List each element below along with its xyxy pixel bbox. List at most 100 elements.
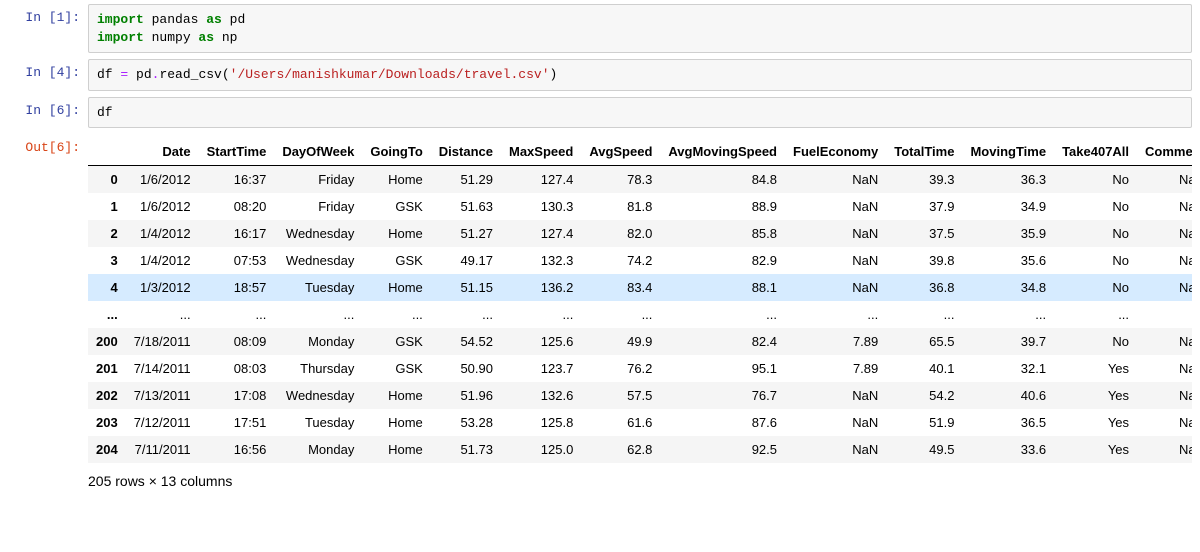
cell: 81.8: [581, 193, 660, 220]
cell: NaN: [785, 382, 886, 409]
cell: 34.8: [962, 274, 1054, 301]
cell: 51.63: [431, 193, 501, 220]
cell: 39.8: [886, 247, 962, 274]
cell: Yes: [1054, 382, 1137, 409]
row-index: ...: [88, 301, 126, 328]
code-input-3[interactable]: df: [88, 97, 1192, 129]
code-input-2[interactable]: df = pd.read_csv('/Users/manishkumar/Dow…: [88, 59, 1192, 91]
row-index: 200: [88, 328, 126, 355]
in-prompt-3: In [6]:: [8, 97, 88, 118]
dataframe-shape-text: 205 rows × 13 columns: [88, 473, 1192, 489]
cell: 125.6: [501, 328, 581, 355]
code-cell-3: In [6]: df: [8, 97, 1192, 129]
output-area: DateStartTimeDayOfWeekGoingToDistanceMax…: [88, 134, 1192, 493]
cell: 127.4: [501, 220, 581, 247]
cell: 88.9: [660, 193, 785, 220]
cell: 17:08: [199, 382, 275, 409]
cell: 136.2: [501, 274, 581, 301]
cell: No: [1054, 220, 1137, 247]
code-cell-1: In [1]: import pandas as pd import numpy…: [8, 4, 1192, 53]
row-index: 202: [88, 382, 126, 409]
cell: NaN: [1137, 166, 1192, 194]
cell: 49.17: [431, 247, 501, 274]
code-input-1[interactable]: import pandas as pd import numpy as np: [88, 4, 1192, 53]
cell: GSK: [362, 355, 430, 382]
cell: 54.2: [886, 382, 962, 409]
cell: No: [1054, 274, 1137, 301]
cell: No: [1054, 166, 1137, 194]
cell: 07:53: [199, 247, 275, 274]
cell: NaN: [1137, 382, 1192, 409]
cell: 35.6: [962, 247, 1054, 274]
cell: Monday: [274, 328, 362, 355]
cell: 08:09: [199, 328, 275, 355]
cell: 54.52: [431, 328, 501, 355]
row-index: 0: [88, 166, 126, 194]
row-index: 201: [88, 355, 126, 382]
cell: GSK: [362, 247, 430, 274]
cell: 37.5: [886, 220, 962, 247]
cell: 37.9: [886, 193, 962, 220]
cell: ...: [886, 301, 962, 328]
cell: Wednesday: [274, 382, 362, 409]
cell: ...: [431, 301, 501, 328]
cell: 35.9: [962, 220, 1054, 247]
column-header: FuelEconomy: [785, 138, 886, 166]
cell: 7/13/2011: [126, 382, 199, 409]
cell: 08:03: [199, 355, 275, 382]
table-row: 21/4/201216:17WednesdayHome51.27127.482.…: [88, 220, 1192, 247]
cell: 51.96: [431, 382, 501, 409]
output-cell-3: Out[6]: DateStartTimeDayOfWeekGoingToDis…: [8, 134, 1192, 493]
cell: 53.28: [431, 409, 501, 436]
table-row: 11/6/201208:20FridayGSK51.63130.381.888.…: [88, 193, 1192, 220]
cell: 123.7: [501, 355, 581, 382]
cell: ...: [1054, 301, 1137, 328]
cell: ...: [1137, 301, 1192, 328]
cell: NaN: [1137, 436, 1192, 463]
cell: 40.1: [886, 355, 962, 382]
cell: ...: [501, 301, 581, 328]
cell: Tuesday: [274, 274, 362, 301]
table-row: 2007/18/201108:09MondayGSK54.52125.649.9…: [88, 328, 1192, 355]
cell: 16:17: [199, 220, 275, 247]
cell: ...: [362, 301, 430, 328]
column-header: TotalTime: [886, 138, 962, 166]
cell: Home: [362, 220, 430, 247]
cell: No: [1054, 193, 1137, 220]
cell: 51.15: [431, 274, 501, 301]
cell: Home: [362, 409, 430, 436]
table-row: 2047/11/201116:56MondayHome51.73125.062.…: [88, 436, 1192, 463]
cell: 1/6/2012: [126, 193, 199, 220]
cell: NaN: [785, 409, 886, 436]
cell: 16:37: [199, 166, 275, 194]
cell: Friday: [274, 193, 362, 220]
column-header: MovingTime: [962, 138, 1054, 166]
out-prompt-3: Out[6]:: [8, 134, 88, 155]
cell: 87.6: [660, 409, 785, 436]
dataframe-table: DateStartTimeDayOfWeekGoingToDistanceMax…: [88, 138, 1192, 463]
cell: NaN: [1137, 409, 1192, 436]
table-row: 2037/12/201117:51TuesdayHome53.28125.861…: [88, 409, 1192, 436]
cell: ...: [199, 301, 275, 328]
cell: NaN: [1137, 328, 1192, 355]
cell: 50.90: [431, 355, 501, 382]
cell: ...: [962, 301, 1054, 328]
column-header: AvgSpeed: [581, 138, 660, 166]
cell: NaN: [785, 436, 886, 463]
table-row: 01/6/201216:37FridayHome51.29127.478.384…: [88, 166, 1192, 194]
cell: Home: [362, 436, 430, 463]
cell: 40.6: [962, 382, 1054, 409]
cell: 08:20: [199, 193, 275, 220]
cell: 83.4: [581, 274, 660, 301]
cell: NaN: [785, 193, 886, 220]
cell: 1/4/2012: [126, 247, 199, 274]
cell: 51.73: [431, 436, 501, 463]
cell: Thursday: [274, 355, 362, 382]
table-row: 2017/14/201108:03ThursdayGSK50.90123.776…: [88, 355, 1192, 382]
cell: 62.8: [581, 436, 660, 463]
cell: No: [1054, 247, 1137, 274]
cell: 51.27: [431, 220, 501, 247]
cell: 39.3: [886, 166, 962, 194]
cell: 76.2: [581, 355, 660, 382]
column-header: Distance: [431, 138, 501, 166]
